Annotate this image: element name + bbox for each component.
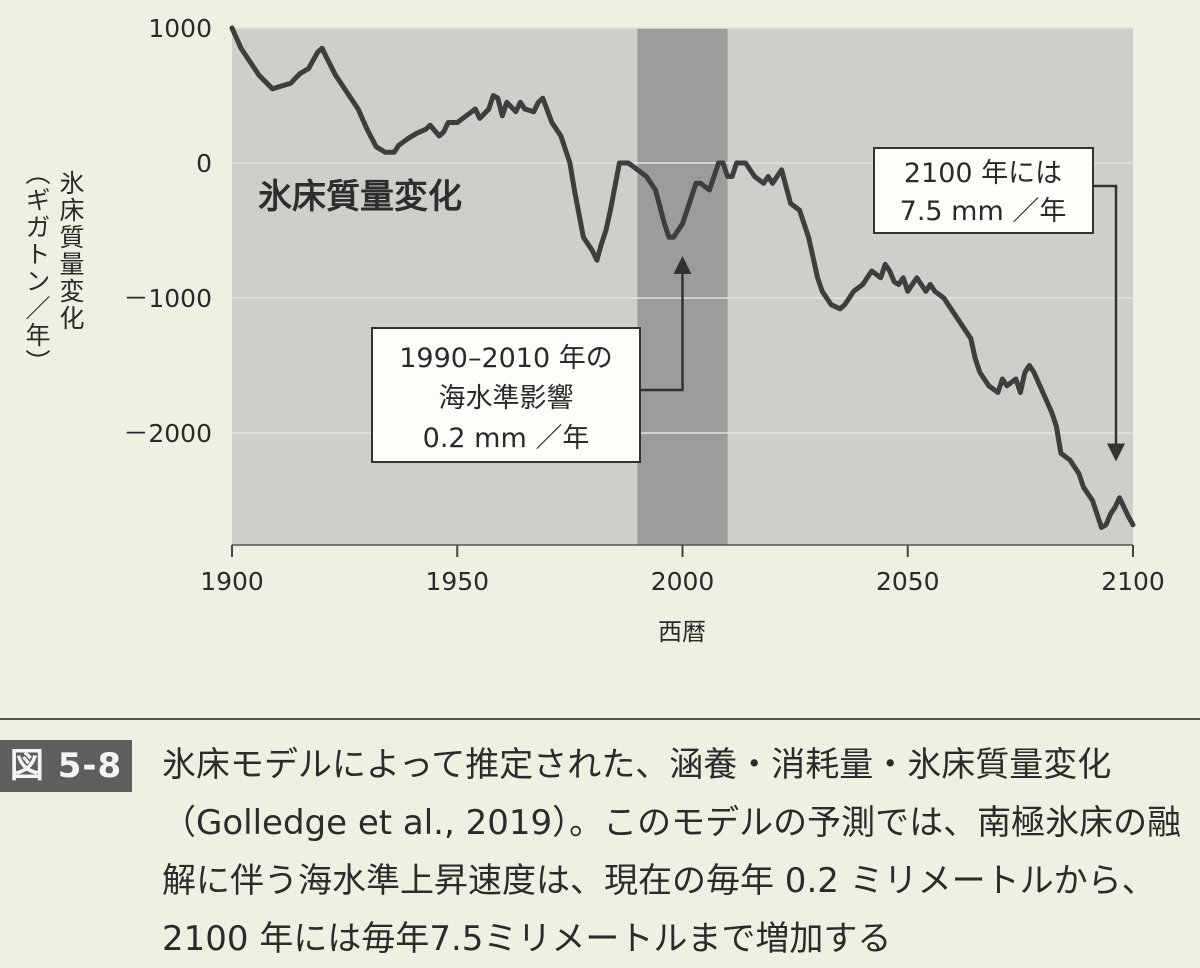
- y-tick-label-0: 1000: [148, 14, 212, 43]
- annotation-2-arrow-line: [1093, 184, 1118, 454]
- inner-chart-title: 氷床質量変化: [258, 177, 462, 217]
- x-tick-label-2: 2000: [651, 567, 715, 596]
- chart-svg: 1900 1950 2000 2050 2100 1000 0 －1000 －2000 氷床質…: [123, 14, 1165, 646]
- annotation-2-line-1: 7.5 mm ／年: [900, 196, 1067, 227]
- y-axis-label-unit: （ギガトン／年）: [22, 160, 51, 376]
- y-ticks: 1000 0 －1000 －2000: [123, 14, 212, 448]
- x-tick-label-3: 2050: [876, 567, 940, 596]
- y-tick-label-1: 0: [196, 149, 212, 178]
- y-tick-label-2: －1000: [123, 284, 212, 313]
- annotation-1-line-1: 海水準影響: [439, 383, 574, 414]
- x-axis-label: 西暦: [658, 618, 706, 646]
- caption-text: 氷床モデルによって推定された、涵養・消耗量・氷床質量変化（Golledge et…: [162, 745, 1182, 959]
- figure-caption: 図 5-8 氷床モデルによって推定された、涵養・消耗量・氷床質量変化（Golle…: [0, 718, 1200, 963]
- x-tick-label-4: 2100: [1101, 567, 1165, 596]
- annotation-1-line-0: 1990–2010 年の: [399, 343, 613, 374]
- annotation-1-box: [371, 327, 641, 463]
- annotation-1-line-2: 0.2 mm ／年: [423, 423, 590, 454]
- annotation-1-arrow-line: [640, 264, 684, 392]
- chart-figure: 1900 1950 2000 2050 2100 1000 0 －1000 －2000 氷床質…: [20, 14, 1165, 646]
- annotation-2-line-0: 2100 年には: [904, 158, 1062, 189]
- series-line-mass-change: [229, 25, 1136, 530]
- x-tick-label-0: 1900: [200, 567, 264, 596]
- figure-number-badge: 図 5-8: [0, 740, 132, 792]
- y-axis-label: 氷床質量変化 （ギガトン／年）: [20, 160, 90, 410]
- annotation-2-arrowhead: [1107, 443, 1125, 462]
- x-ticks: 1900 1950 2000 2050 2100: [200, 545, 1165, 596]
- y-tick-label-3: －2000: [123, 419, 212, 448]
- annotation-2-box: [873, 147, 1094, 234]
- annotation-1-arrowhead: [673, 256, 692, 274]
- x-tick-label-1: 1950: [425, 567, 489, 596]
- y-axis-label-main: 氷床質量変化: [56, 170, 85, 332]
